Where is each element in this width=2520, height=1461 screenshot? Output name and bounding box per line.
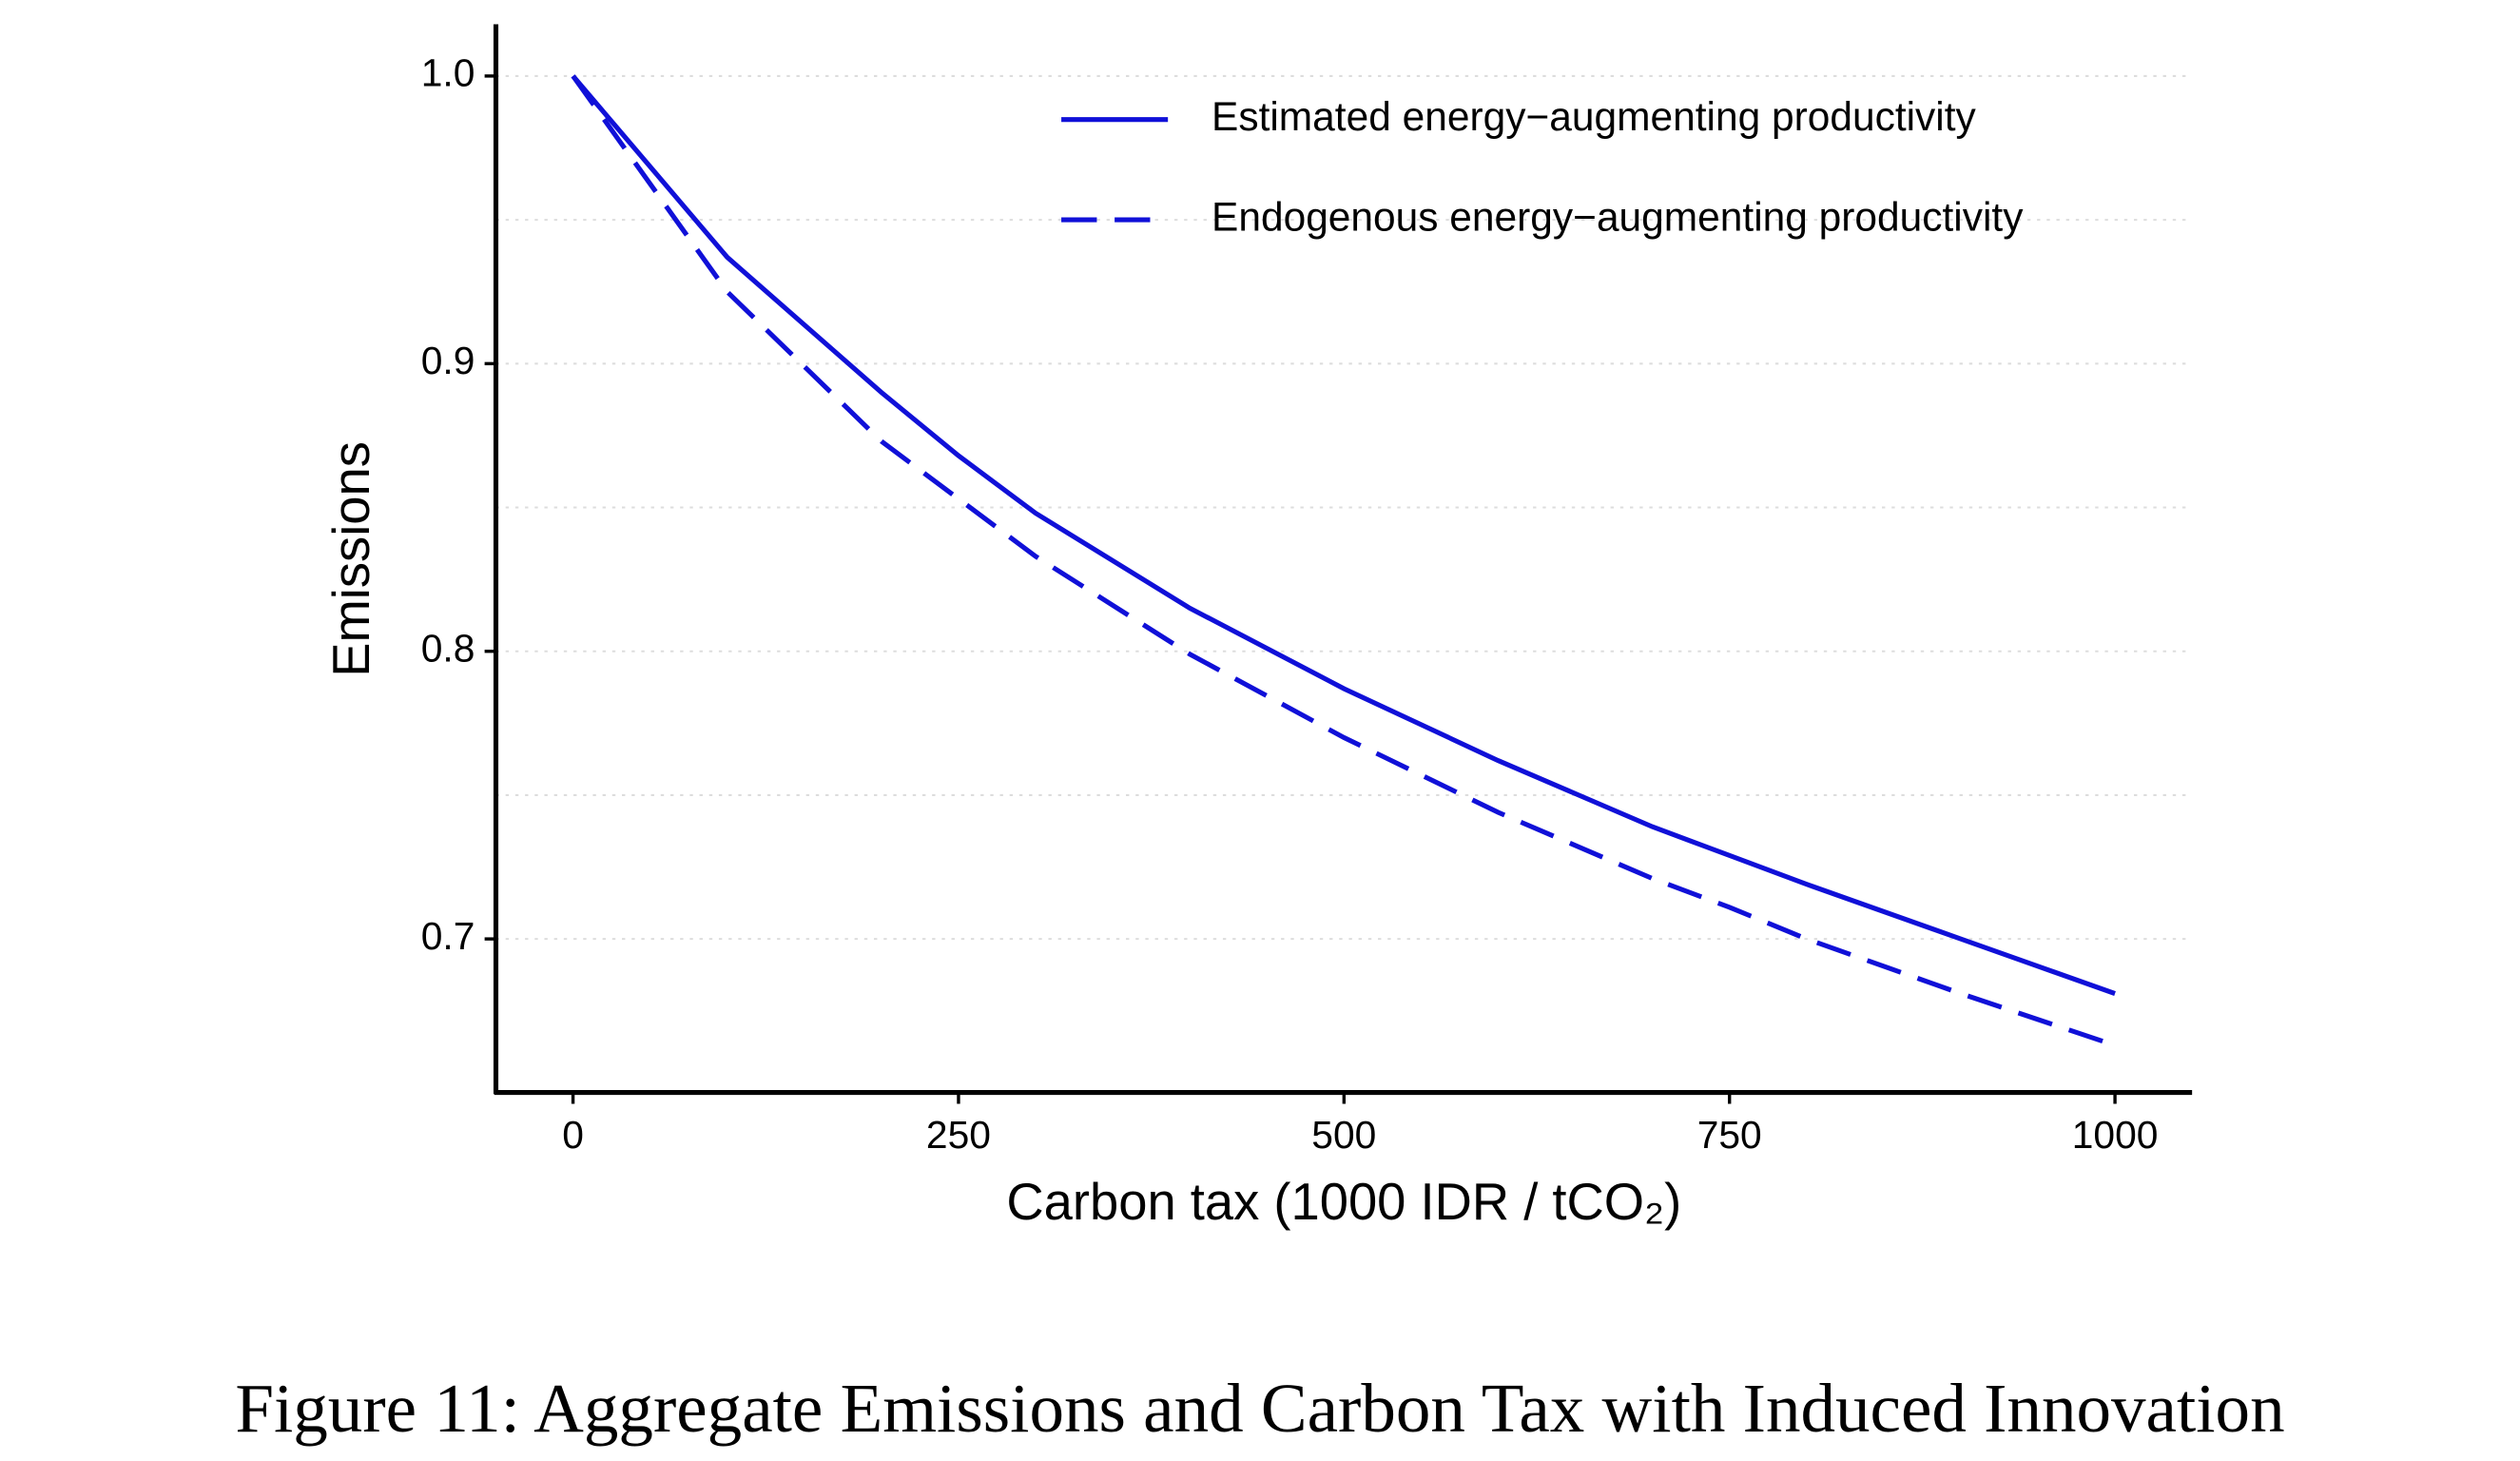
y-tick-label: 0.9: [421, 339, 475, 382]
x-tick-label: 250: [926, 1113, 991, 1157]
series-line: [571, 74, 2116, 996]
series-line: [571, 74, 2116, 1048]
y-tick-label: 1.0: [421, 51, 475, 95]
x-tick-label: 500: [1311, 1113, 1376, 1157]
x-tick-label: 0: [562, 1113, 584, 1157]
legend-label: Endogenous energy−augmenting productivit…: [1212, 194, 2024, 239]
legend-label: Estimated energy−augmenting productivity: [1212, 94, 1976, 139]
y-axis-title: Emissions: [322, 441, 380, 677]
x-tick-label: 750: [1697, 1113, 1762, 1157]
y-tick-label: 0.8: [421, 626, 475, 670]
y-tick-label: 0.7: [421, 914, 475, 958]
x-tick-label: 1000: [2072, 1113, 2159, 1157]
x-axis-title: Carbon tax (1000 IDR / tCO₂): [1006, 1173, 1681, 1231]
caption: Figure 11: Aggregate Emissions and Carbo…: [235, 1370, 2284, 1447]
